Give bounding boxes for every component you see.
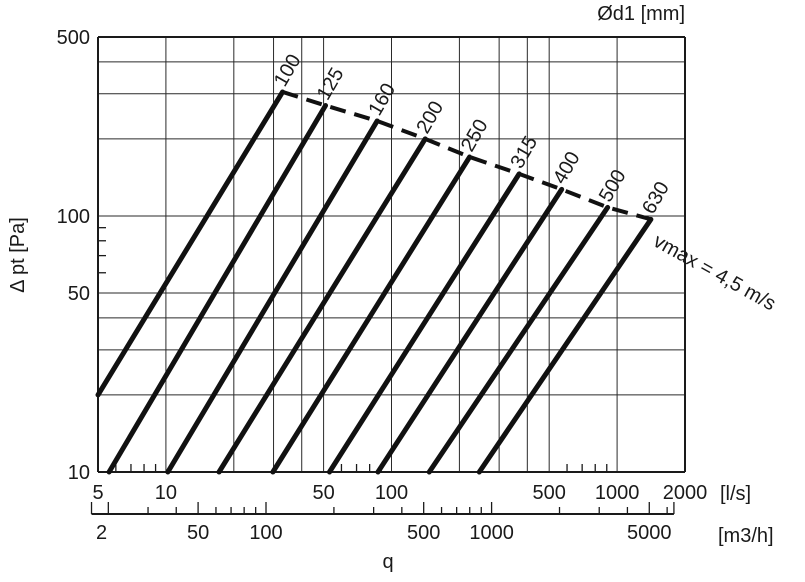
x-axis-label: q [382, 551, 393, 573]
duct-line-315 [326, 171, 522, 475]
duct-label-125: 125 [313, 64, 349, 104]
x-tick-label: 2000 [663, 482, 708, 504]
x-tick-label: 10 [155, 482, 177, 504]
x2-tick-label: 2 [96, 522, 107, 544]
duct-label-500: 500 [595, 166, 631, 206]
x-tick-label: 50 [312, 482, 334, 504]
duct-label-160: 160 [364, 80, 400, 120]
x2-tick-label: 5000 [627, 522, 672, 544]
chart-title: Ød1 [mm] [597, 3, 685, 25]
x2-axis-unit-m3h: [m3/h] [718, 525, 774, 547]
duct-line-100 [95, 89, 286, 398]
duct-line-250 [270, 154, 473, 475]
y-tick-label: 50 [68, 283, 90, 305]
y-tick-label: 100 [57, 206, 90, 228]
x-axis-unit-ls: [l/s] [720, 483, 751, 505]
x2-tick-label: 100 [249, 522, 282, 544]
y-axis-label: Δ pt [Pa] [7, 217, 29, 293]
duct-line-630 [476, 216, 654, 475]
duct-line-400 [375, 186, 565, 475]
duct-label-200: 200 [412, 97, 448, 137]
x-tick-label: 1000 [595, 482, 640, 504]
plot-frame [91, 36, 686, 515]
x-tick-label: 500 [532, 482, 565, 504]
duct-label-100: 100 [270, 51, 306, 91]
y-tick-label: 10 [68, 462, 90, 484]
x-tick-label: 5 [92, 482, 103, 504]
duct-line-200 [216, 136, 428, 475]
x2-tick-label: 50 [187, 522, 209, 544]
axis-labels: Ød1 [mm] Δ pt [Pa] q [l/s] [m3/h] vmax =… [7, 3, 779, 573]
y-tick-label: 500 [57, 27, 90, 49]
duct-line-500 [426, 204, 611, 475]
vmax-label: vmax = 4,5 m/s [650, 230, 780, 315]
x-tick-label: 100 [375, 482, 408, 504]
x2-tick-label: 500 [407, 522, 440, 544]
duct-line-125 [106, 103, 329, 475]
duct-label-630: 630 [638, 178, 674, 218]
vmax-boundary [281, 90, 652, 222]
x2-tick-label: 1000 [469, 522, 514, 544]
duct-label-250: 250 [457, 116, 493, 156]
vmax-dashed-line [281, 90, 652, 222]
duct-line-160 [165, 118, 380, 475]
duct-label-400: 400 [549, 148, 585, 188]
duct-series [95, 89, 654, 475]
grid [98, 37, 685, 472]
